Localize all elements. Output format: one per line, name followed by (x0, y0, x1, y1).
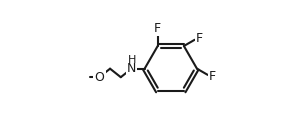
Text: F: F (196, 32, 203, 45)
Text: F: F (209, 70, 216, 83)
Text: N: N (127, 62, 136, 75)
Text: O: O (94, 71, 104, 84)
Text: F: F (154, 22, 161, 35)
Text: H: H (128, 55, 136, 65)
